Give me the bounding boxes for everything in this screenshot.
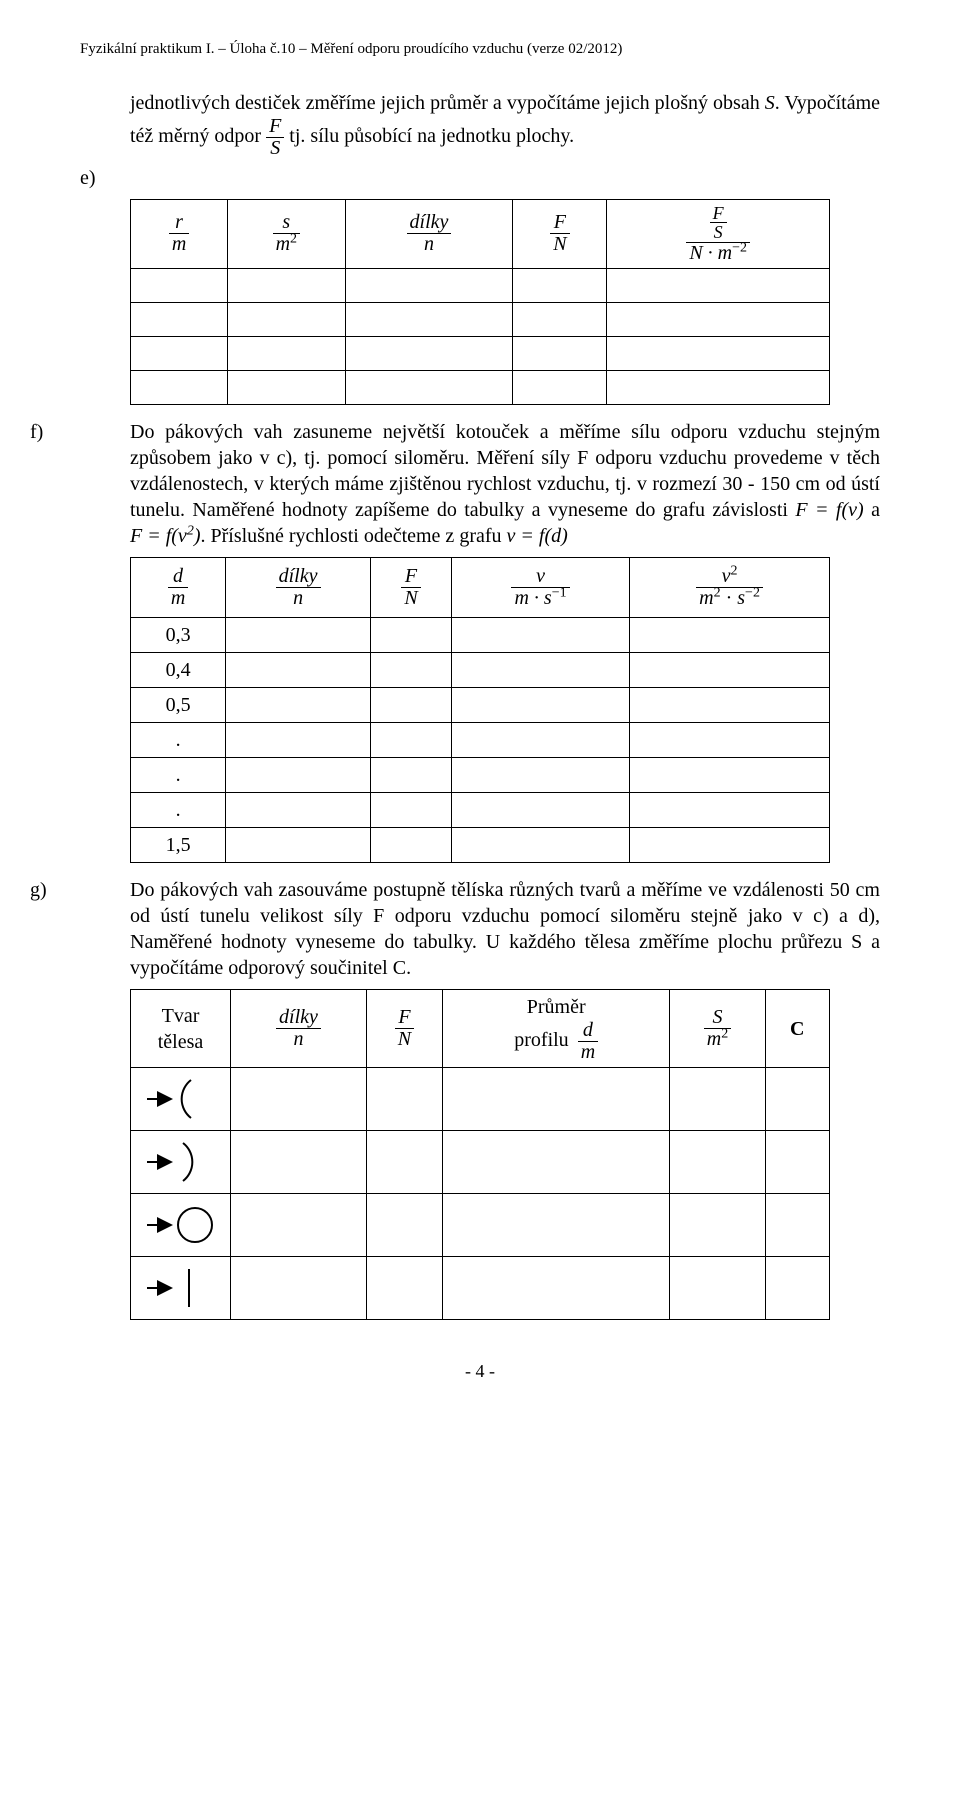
shape-sphere (131, 1194, 231, 1257)
t2-h5: v2m2 · s−2 (630, 558, 830, 618)
intro-paragraph: jednotlivých destiček změříme jejich prů… (130, 90, 880, 159)
table-row (131, 371, 830, 405)
table-row: 0,3 (131, 618, 830, 653)
t2-h2: dílkyn (226, 558, 371, 618)
t1-h3: dílkyn (345, 199, 513, 269)
table-row: 0,4 (131, 653, 830, 688)
table-row: . (131, 758, 830, 793)
table-3: Tvartělesa dílkyn FN Průměr profilu dm S… (130, 989, 830, 1320)
table-row: 0,5 (131, 688, 830, 723)
t2-h4: vm · s−1 (451, 558, 629, 618)
table-row: . (131, 723, 830, 758)
t1-h5: FS N · m−2 (607, 199, 830, 269)
label-e: e) (80, 165, 130, 191)
pf-eq2: F = f(v2) (130, 525, 200, 547)
pf-text-1: Do pákových vah zasuneme největší kotouč… (130, 421, 880, 521)
table-row (131, 1257, 830, 1320)
shape-concave (131, 1068, 231, 1131)
t3-h4: Průměr profilu dm (442, 990, 670, 1068)
page-header: Fyzikální praktikum I. – Úloha č.10 – Mě… (80, 40, 880, 60)
table-row (131, 269, 830, 303)
t3-h2: dílkyn (231, 990, 367, 1068)
intro-text-3: tj. sílu působící na jednotku plochy. (289, 125, 574, 147)
t3-h1: Tvartělesa (131, 990, 231, 1068)
t3-h6: C (765, 990, 830, 1068)
table-row: . (131, 793, 830, 828)
intro-s: S (765, 92, 775, 114)
t1-h4: FN (513, 199, 607, 269)
intro-text-1: jednotlivých destiček změříme jejich prů… (130, 92, 765, 114)
intro-fraction-den: S (266, 138, 284, 159)
paragraph-g: g)Do pákových vah zasouváme postupně těl… (130, 877, 880, 981)
t2-h1: dm (131, 558, 226, 618)
pg-text: Do pákových vah zasouváme postupně tělís… (130, 879, 880, 979)
paragraph-f: f)Do pákových vah zasuneme největší koto… (130, 419, 880, 549)
pf-a: a (871, 499, 880, 521)
t1-h2: sm2 (228, 199, 345, 269)
t2-h3: FN (371, 558, 452, 618)
page-number: - 4 - (80, 1360, 880, 1383)
shape-convex (131, 1131, 231, 1194)
pf-eq3: v = f(d) (507, 525, 568, 547)
table-row (131, 1131, 830, 1194)
intro-fraction-num: F (266, 116, 284, 138)
table-row (131, 1194, 830, 1257)
t3-h5: Sm2 (670, 990, 765, 1068)
t3-h3: FN (366, 990, 442, 1068)
table-row (131, 337, 830, 371)
table-1: rm sm2 dílkyn FN FS N · m−2 (130, 199, 830, 406)
pf-eq1: F = f(v) (795, 499, 863, 521)
pf-text-2: . Příslušné rychlosti odečteme z grafu (200, 525, 506, 547)
table-row (131, 303, 830, 337)
table-2: dm dílkyn FN vm · s−1 v2m2 · s−2 0,3 0,4… (130, 557, 830, 863)
t1-h1: rm (131, 199, 228, 269)
label-f: f) (80, 419, 130, 445)
table-row: 1,5 (131, 828, 830, 863)
table-row (131, 1068, 830, 1131)
label-g: g) (80, 877, 130, 903)
intro-fraction: F S (266, 116, 284, 159)
shape-plate (131, 1257, 231, 1320)
